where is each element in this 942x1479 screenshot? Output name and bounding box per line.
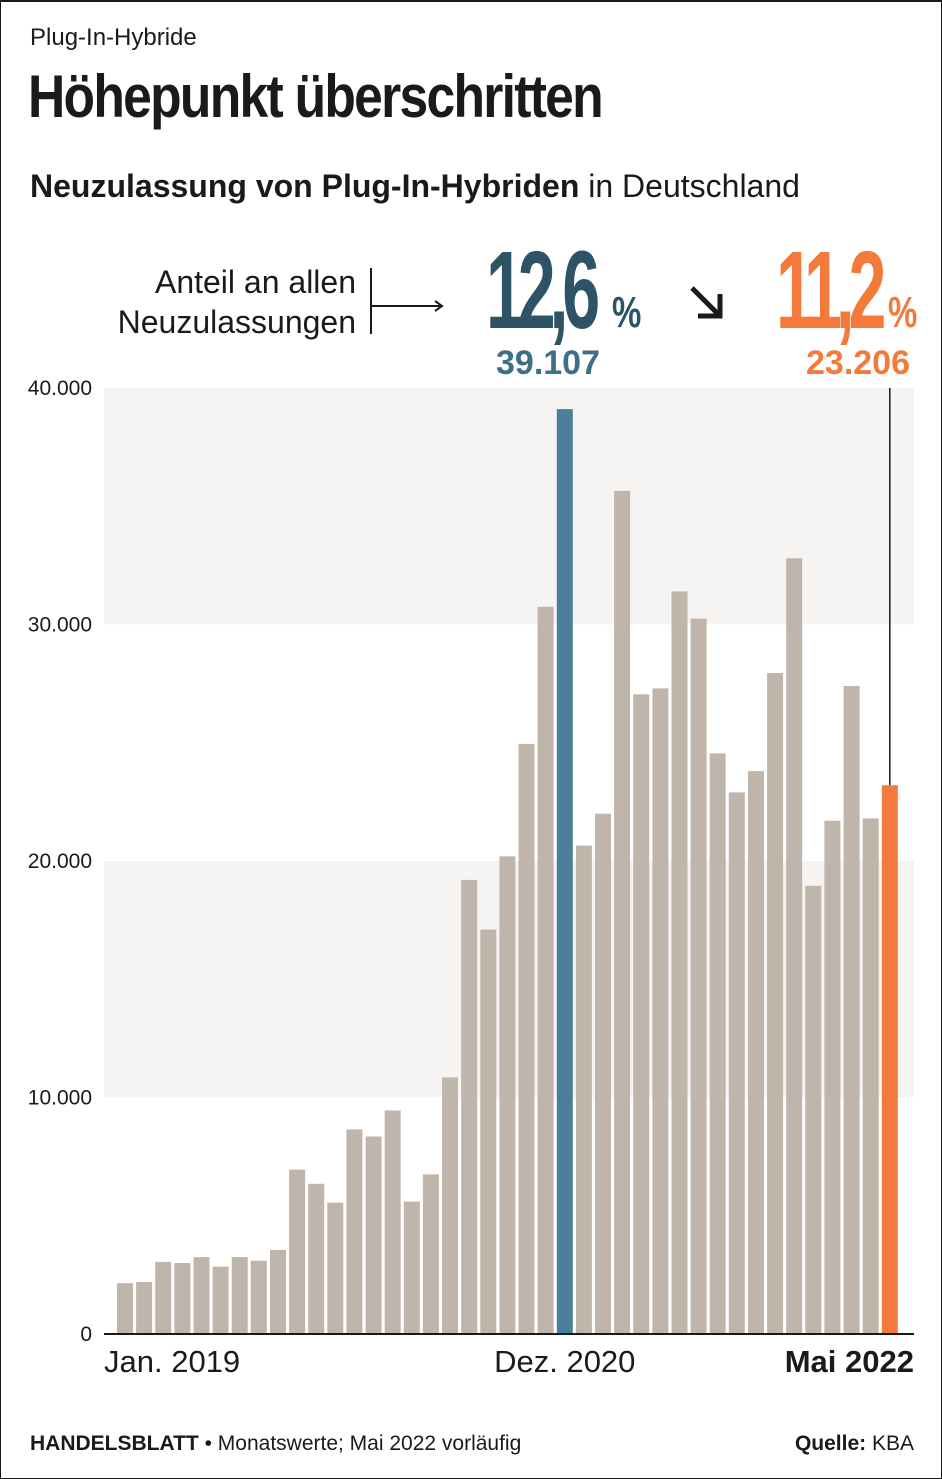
subtitle-bold: Neuzulassung von Plug-In-Hybriden xyxy=(30,168,580,204)
bar xyxy=(212,1266,229,1334)
bar xyxy=(843,686,860,1334)
bar xyxy=(537,606,554,1334)
bar xyxy=(136,1282,153,1334)
grid-band xyxy=(104,388,914,625)
bar xyxy=(327,1202,344,1334)
x-tick-label: Dez. 2020 xyxy=(494,1344,635,1379)
footer-note: HANDELSBLATT • Monatswerte; Mai 2022 vor… xyxy=(30,1432,521,1456)
bar xyxy=(270,1250,286,1334)
y-tick-label: 20.000 xyxy=(28,850,92,873)
peak-share-value: 12,6 xyxy=(486,229,600,352)
bar xyxy=(614,490,631,1334)
arrow-down-right-icon xyxy=(690,286,723,319)
peak-share-abs: 39.107 xyxy=(496,344,600,382)
x-tick-label: Jan. 2019 xyxy=(104,1344,240,1379)
bar xyxy=(652,688,669,1334)
share-label: Anteil an allen Neuzulassungen xyxy=(118,262,356,342)
bar xyxy=(881,785,898,1334)
footer-note-text: • Monatswerte; Mai 2022 vorläufig xyxy=(198,1432,522,1455)
y-tick-label: 0 xyxy=(80,1323,92,1346)
bar xyxy=(556,409,573,1335)
footer-brand: HANDELSBLATT xyxy=(30,1432,199,1455)
bar xyxy=(690,618,707,1334)
bar xyxy=(422,1174,439,1334)
bar xyxy=(786,558,803,1334)
bar xyxy=(461,879,478,1334)
bar xyxy=(671,591,688,1334)
bar xyxy=(155,1261,172,1334)
bar xyxy=(595,813,611,1334)
latest-share-value: 11,2 xyxy=(776,229,886,352)
subtitle: Neuzulassung von Plug-In-Hybriden in Deu… xyxy=(30,168,800,205)
bar xyxy=(174,1263,191,1334)
bar xyxy=(575,845,592,1334)
bar xyxy=(480,929,497,1334)
arrow-right-icon xyxy=(372,300,444,312)
bar xyxy=(384,1110,401,1334)
bar xyxy=(442,1077,458,1334)
kicker: Plug-In-Hybride xyxy=(30,24,197,51)
bar xyxy=(748,771,764,1334)
share-label-line1: Anteil an allen xyxy=(154,264,356,300)
bar xyxy=(250,1260,267,1334)
y-tick-label: 10.000 xyxy=(28,1087,92,1110)
bar xyxy=(518,743,535,1334)
bar xyxy=(289,1169,306,1334)
footer-source-label: Quelle: xyxy=(794,1432,867,1455)
y-tick-label: 30.000 xyxy=(28,614,92,637)
bar xyxy=(709,753,726,1334)
bar xyxy=(767,673,784,1334)
bar xyxy=(365,1136,382,1334)
bar xyxy=(805,885,822,1334)
latest-share-pct: % xyxy=(888,288,918,337)
y-tick-label: 40.000 xyxy=(28,377,92,400)
footer-source-text: KBA xyxy=(866,1432,914,1455)
x-tick-label: Mai 2022 xyxy=(785,1344,914,1379)
peak-share-pct: % xyxy=(612,288,642,337)
bar xyxy=(633,694,650,1334)
bar xyxy=(403,1201,420,1334)
bar xyxy=(308,1183,325,1334)
footer-source: Quelle: KBA xyxy=(795,1432,914,1456)
share-bracket xyxy=(370,268,372,334)
subtitle-regular: in Deutschland xyxy=(579,168,800,204)
bar xyxy=(728,792,745,1334)
bar-chart: 0 10.000 20.000 30.000 40.000 Jan. 2019 Dez. 2… xyxy=(28,377,914,1379)
bar xyxy=(499,856,516,1334)
bar xyxy=(231,1257,248,1334)
share-label-line2: Neuzulassungen xyxy=(117,304,356,340)
bar xyxy=(862,818,879,1334)
bar xyxy=(117,1283,133,1334)
bar xyxy=(193,1257,210,1334)
headline: Höhepunkt überschritten xyxy=(28,63,604,130)
latest-share-abs: 23.206 xyxy=(806,344,910,382)
bar xyxy=(824,820,841,1334)
bar xyxy=(346,1129,363,1334)
